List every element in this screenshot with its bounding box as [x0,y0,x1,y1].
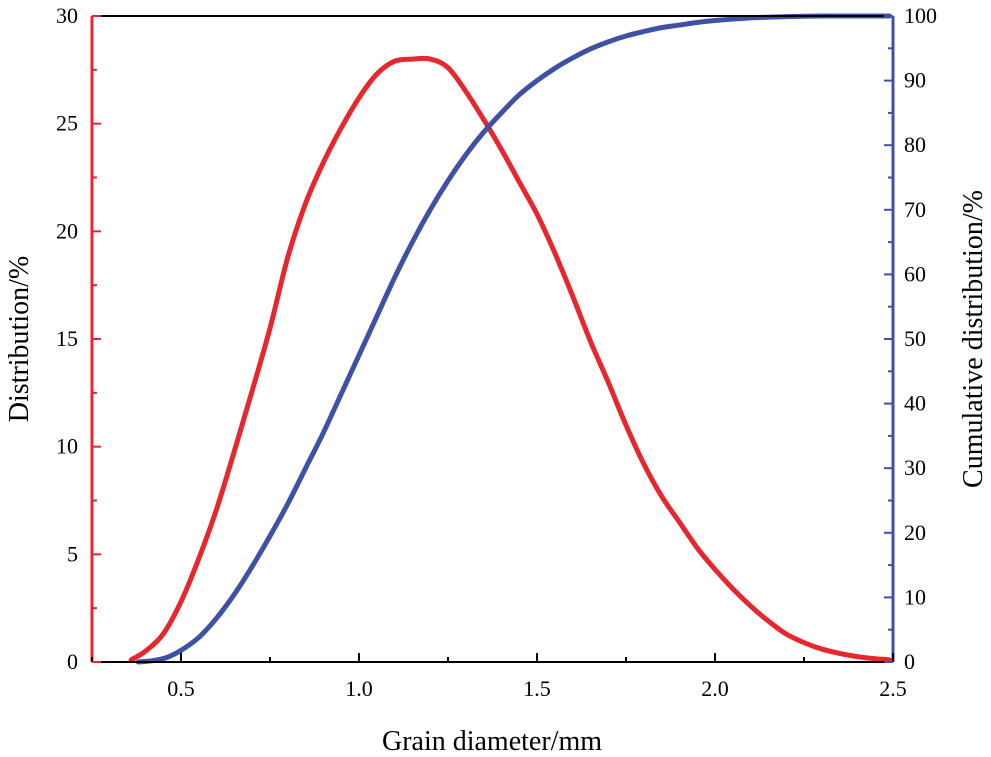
right-y-tick-label: 70 [904,197,926,222]
left-y-tick-label: 20 [56,218,78,243]
left-y-tick-label: 5 [67,541,78,566]
cumulative-distribution-line [135,13,892,665]
left-y-tick-label: 0 [67,649,78,674]
right-y-axis-ticks: 0 10 20 30 40 50 60 70 80 90 100 [884,3,937,674]
right-y-tick-label: 90 [904,68,926,93]
right-y-tick-label: 100 [904,3,937,28]
right-y-tick-label: 80 [904,132,926,157]
right-y-tick-label: 40 [904,391,926,416]
right-y-tick-label: 50 [904,326,926,351]
left-y-tick-label: 30 [56,3,78,28]
left-y-tick-label: 10 [56,434,78,459]
x-tick-label: 1.0 [345,676,373,701]
right-y-tick-label: 20 [904,520,926,545]
left-y-axis-ticks: 0 5 10 15 20 25 30 [56,3,101,674]
right-y-tick-label: 30 [904,455,926,480]
x-tick-label: 0.5 [167,676,195,701]
x-tick-label: 1.5 [523,676,551,701]
left-y-tick-label: 25 [56,111,78,136]
right-y-tick-label: 10 [904,584,926,609]
series-layer [128,13,892,665]
distribution-line [128,55,892,663]
right-y-tick-label: 60 [904,261,926,286]
x-axis-ticks: 0.5 1.0 1.5 2.0 2.5 [91,653,907,701]
x-tick-label: 2.5 [879,676,907,701]
left-y-axis-title: Distribution/% [4,256,35,422]
x-axis-title: Grain diameter/mm [382,726,602,757]
right-y-axis-title: Cumulative distribution/% [958,190,989,488]
left-y-tick-label: 15 [56,326,78,351]
right-y-tick-label: 0 [904,649,915,674]
x-tick-label: 2.0 [701,676,729,701]
